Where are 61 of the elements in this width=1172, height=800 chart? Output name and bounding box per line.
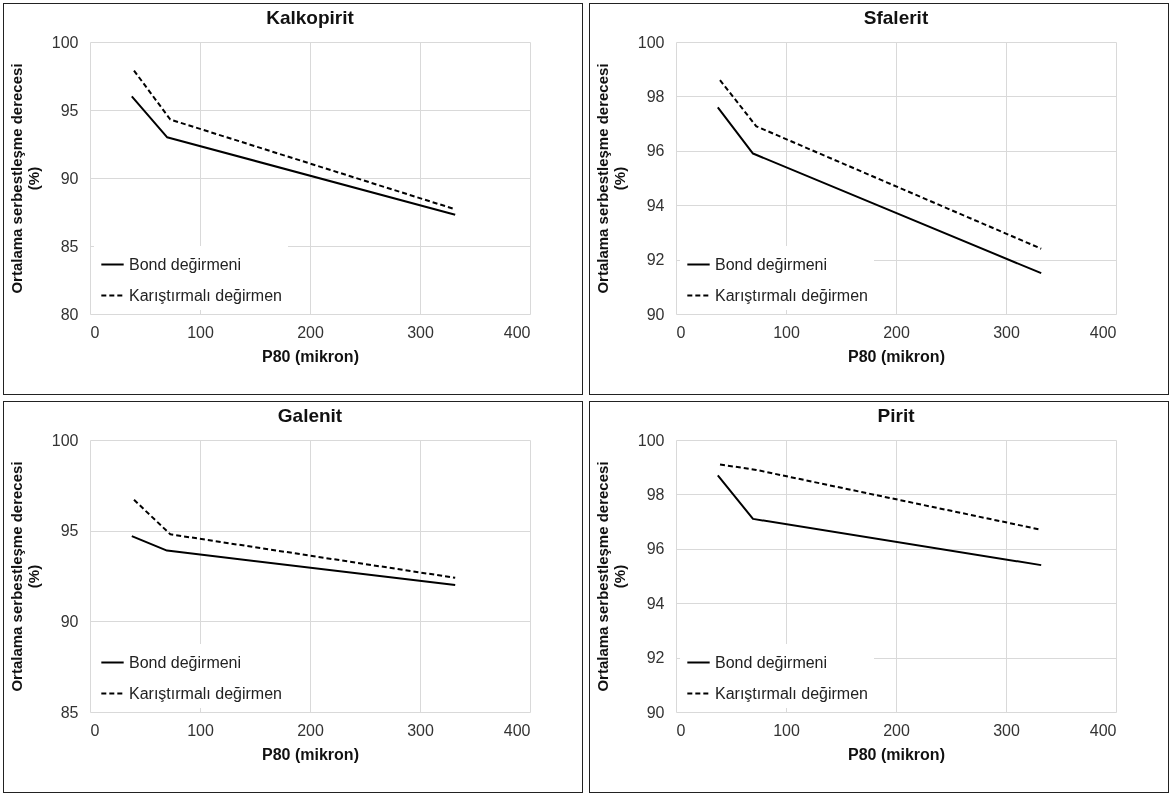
- x-tick-label: 200: [883, 323, 910, 341]
- legend-label: Bond değirmeni: [715, 653, 828, 671]
- legend-label: Bond değirmeni: [129, 255, 242, 273]
- legend-label: Karıştırmalı değirmen: [715, 286, 868, 304]
- legend-label: Karıştırmalı değirmen: [129, 684, 282, 702]
- x-tick-label: 300: [407, 323, 434, 341]
- y-tick-label: 100: [637, 431, 665, 449]
- chart-title: Galenit: [277, 405, 343, 426]
- y-tick-label: 94: [646, 594, 665, 612]
- x-tick-label: 400: [503, 323, 531, 341]
- y-tick-label: 100: [51, 33, 79, 51]
- y-axis-title: Ortalama serbestleşme derecesi (%): [593, 63, 628, 294]
- y-tick-label: 90: [60, 612, 79, 630]
- x-tick-label: 200: [297, 323, 324, 341]
- legend-label: Bond değirmeni: [715, 255, 828, 273]
- x-axis-title: P80 (mikron): [848, 347, 945, 365]
- x-tick-label: 100: [187, 721, 214, 739]
- x-tick-label: 100: [773, 721, 800, 739]
- y-tick-label: 90: [646, 703, 665, 721]
- x-tick-label: 100: [773, 323, 800, 341]
- y-tick-label: 94: [646, 196, 665, 214]
- x-tick-label: 0: [676, 323, 686, 341]
- y-tick-label: 98: [646, 87, 665, 105]
- legend-label: Bond değirmeni: [129, 653, 242, 671]
- legend-label: Karıştırmalı değirmen: [715, 684, 868, 702]
- y-tick-label: 90: [60, 169, 79, 187]
- x-tick-label: 200: [297, 721, 324, 739]
- x-axis-title: P80 (mikron): [262, 745, 359, 763]
- chart-title: Sfalerit: [863, 7, 929, 28]
- y-axis-title: Ortalama serbestleşme derecesi (%): [593, 461, 628, 692]
- y-tick-label: 80: [60, 305, 79, 323]
- y-tick-label: 92: [646, 251, 665, 269]
- y-tick-label: 100: [51, 431, 79, 449]
- x-tick-label: 100: [187, 323, 214, 341]
- x-axis-title: P80 (mikron): [848, 745, 945, 763]
- y-tick-label: 85: [60, 703, 79, 721]
- x-tick-label: 200: [883, 721, 910, 739]
- x-tick-label: 0: [90, 323, 100, 341]
- x-axis-title: P80 (mikron): [262, 347, 359, 365]
- y-tick-label: 90: [646, 305, 665, 323]
- y-tick-label: 95: [60, 522, 79, 540]
- x-tick-label: 300: [993, 721, 1020, 739]
- chart-title: Pirit: [877, 405, 916, 426]
- x-tick-label: 300: [993, 323, 1020, 341]
- y-tick-label: 85: [60, 237, 79, 255]
- y-tick-label: 100: [637, 33, 665, 51]
- x-tick-label: 400: [503, 721, 531, 739]
- y-axis-title: Ortalama serbestleşme derecesi (%): [7, 461, 42, 692]
- x-tick-label: 0: [90, 721, 100, 739]
- y-tick-label: 96: [646, 540, 665, 558]
- y-tick-label: 96: [646, 142, 665, 160]
- x-tick-label: 400: [1089, 323, 1117, 341]
- chart-title: Kalkopirit: [266, 7, 355, 28]
- y-tick-label: 98: [646, 485, 665, 503]
- x-tick-label: 300: [407, 721, 434, 739]
- y-tick-label: 95: [60, 101, 79, 119]
- x-tick-label: 400: [1089, 721, 1117, 739]
- y-axis-title: Ortalama serbestleşme derecesi (%): [7, 63, 42, 294]
- x-tick-label: 0: [676, 721, 686, 739]
- y-tick-label: 92: [646, 649, 665, 667]
- legend-label: Karıştırmalı değirmen: [129, 286, 282, 304]
